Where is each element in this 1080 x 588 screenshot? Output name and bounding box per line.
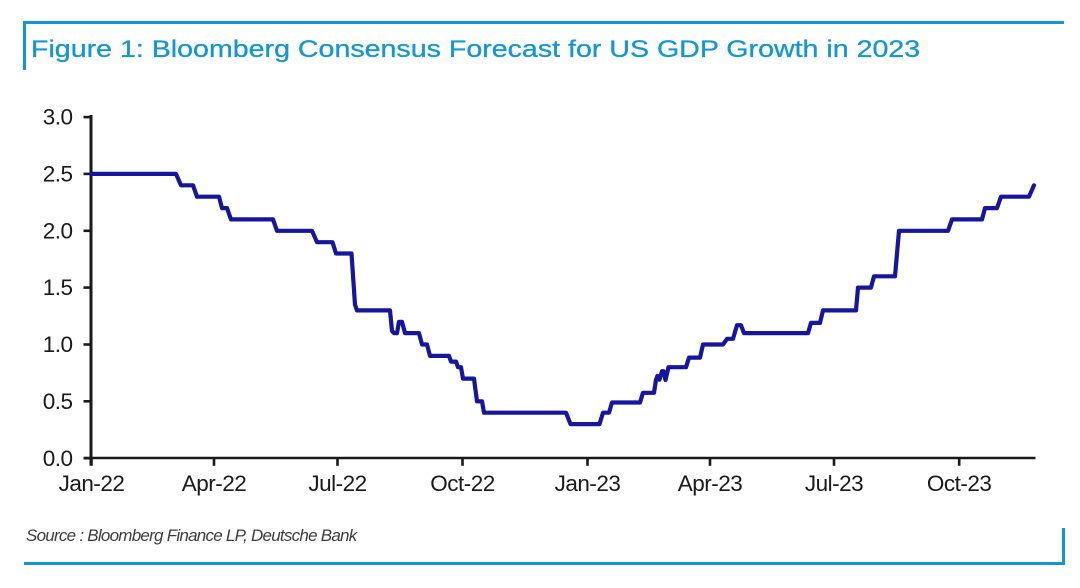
svg-text:Jan-23: Jan-23	[555, 471, 621, 496]
svg-text:2.0: 2.0	[43, 218, 73, 243]
svg-text:3.0: 3.0	[43, 105, 73, 130]
svg-text:Oct-22: Oct-22	[430, 471, 495, 496]
svg-text:0.5: 0.5	[43, 389, 73, 414]
svg-text:Jan-22: Jan-22	[59, 471, 125, 496]
svg-text:Apr-22: Apr-22	[182, 471, 247, 496]
svg-text:Jul-22: Jul-22	[308, 471, 366, 496]
svg-text:1.0: 1.0	[43, 332, 73, 357]
svg-text:0.0: 0.0	[43, 446, 73, 471]
svg-text:Oct-23: Oct-23	[927, 471, 992, 496]
svg-text:2.5: 2.5	[43, 162, 73, 187]
svg-text:Apr-23: Apr-23	[678, 471, 743, 496]
svg-text:Jul-23: Jul-23	[805, 471, 863, 496]
svg-text:1.5: 1.5	[43, 275, 73, 300]
